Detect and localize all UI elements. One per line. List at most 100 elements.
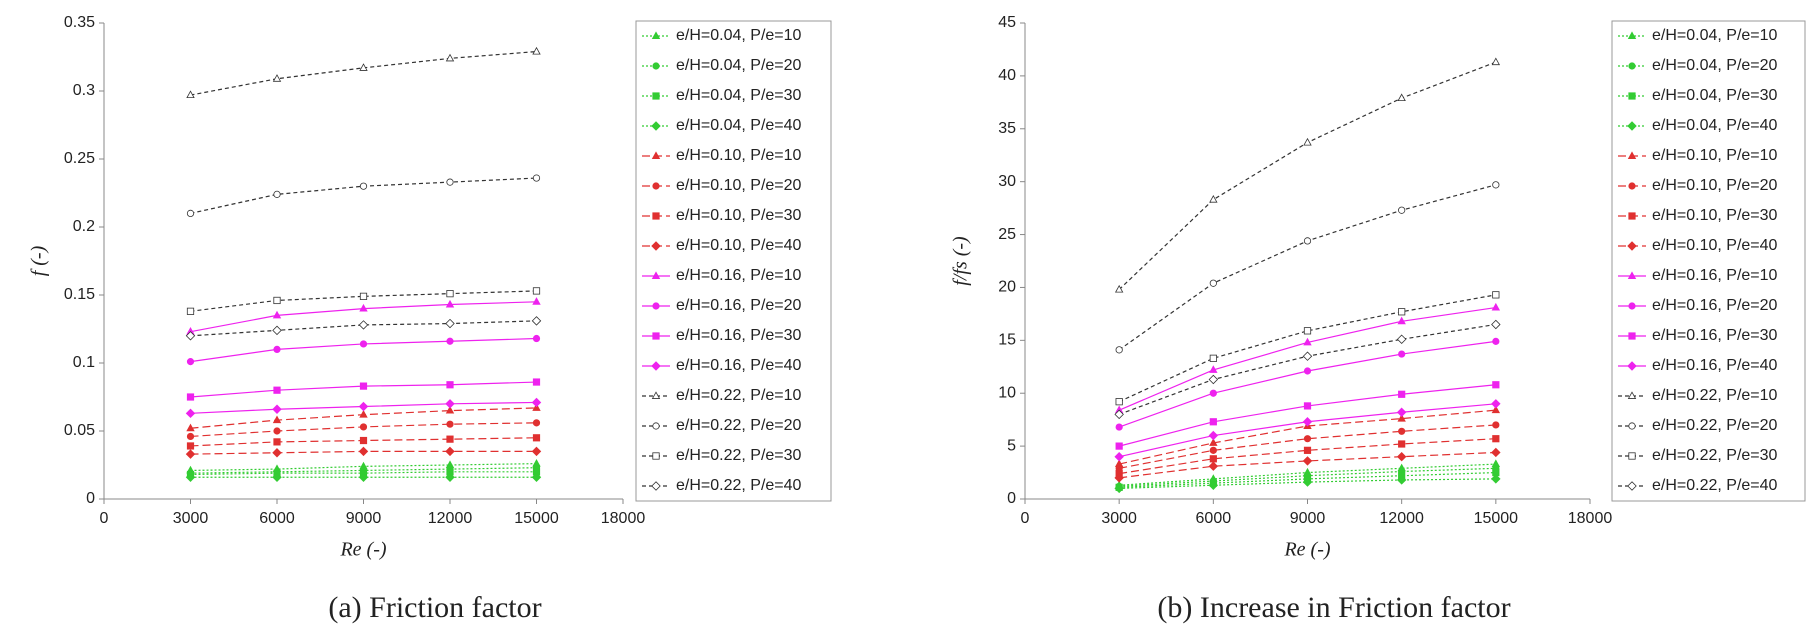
legend-marker	[1627, 391, 1637, 399]
series-line	[1118, 294, 1496, 403]
marker	[359, 436, 368, 445]
series-line	[1119, 451, 1496, 479]
marker	[272, 404, 282, 414]
marker	[359, 292, 368, 300]
legend-label: e/H=0.16, P/e=40	[676, 357, 802, 374]
legend-marker	[651, 361, 661, 371]
marker	[273, 190, 281, 198]
legend-marker	[652, 92, 660, 100]
marker	[358, 472, 369, 482]
marker	[185, 449, 196, 459]
legend-marker	[652, 452, 660, 460]
legend-marker	[651, 31, 661, 39]
marker	[532, 287, 541, 295]
y-axis-label: f (-)	[28, 245, 50, 276]
marker	[359, 382, 368, 390]
marker	[1491, 474, 1501, 484]
marker	[185, 408, 196, 419]
marker	[446, 290, 454, 298]
x-tick-label: 15000	[514, 510, 559, 527]
marker	[1396, 451, 1407, 462]
series-line	[190, 50, 537, 96]
marker	[1209, 418, 1217, 426]
series-line	[1119, 424, 1496, 469]
marker	[273, 345, 281, 353]
x-tick-label: 12000	[1379, 510, 1424, 527]
marker	[359, 63, 368, 71]
marker	[272, 325, 282, 336]
marker	[1398, 390, 1406, 398]
y-tick-label: 25	[998, 226, 1016, 243]
marker	[186, 90, 195, 99]
y-tick-label: 0.3	[73, 82, 95, 99]
y-tick-label: 35	[998, 120, 1016, 137]
legend-label: e/H=0.04, P/e=40	[1652, 117, 1778, 134]
marker	[1302, 351, 1313, 361]
marker	[272, 74, 282, 82]
legend-label: e/H=0.10, P/e=30	[676, 207, 802, 224]
marker	[186, 307, 195, 315]
x-tick-label: 6000	[1196, 510, 1232, 527]
x-axis-label: Re (-)	[1283, 539, 1330, 561]
marker	[186, 442, 195, 450]
legend-marker	[1627, 121, 1637, 131]
y-tick-label: 0.2	[73, 218, 95, 235]
marker	[532, 174, 541, 182]
y-tick-label: 0	[1007, 490, 1016, 507]
legend-label: e/H=0.10, P/e=40	[676, 237, 802, 254]
x-tick-label: 15000	[1474, 510, 1519, 527]
marker	[1115, 398, 1123, 406]
y-tick-label: 10	[998, 384, 1016, 401]
marker	[185, 331, 196, 341]
marker	[1491, 302, 1501, 311]
y-tick-label: 40	[998, 67, 1016, 84]
marker	[1208, 374, 1219, 385]
y-tick-label: 5	[1007, 437, 1016, 454]
marker	[1115, 423, 1123, 431]
legend-label: e/H=0.04, P/e=30	[1652, 87, 1778, 104]
marker	[1303, 327, 1312, 335]
legend-marker	[651, 271, 661, 279]
marker	[1491, 57, 1501, 66]
legend-label: e/H=0.16, P/e=10	[1652, 267, 1778, 284]
marker	[1209, 446, 1217, 454]
x-tick-label: 9000	[346, 510, 382, 527]
marker	[272, 310, 282, 319]
marker	[1396, 475, 1407, 485]
marker	[446, 435, 454, 443]
marker	[1492, 291, 1500, 299]
marker	[445, 318, 455, 329]
marker	[1303, 435, 1312, 443]
marker	[1208, 480, 1219, 490]
y-tick-label: 0.35	[64, 14, 95, 31]
legend-marker	[652, 212, 660, 220]
marker	[186, 209, 195, 217]
marker	[532, 419, 541, 427]
y-tick-label: 0	[86, 490, 95, 507]
marker	[358, 446, 369, 457]
marker	[1491, 319, 1501, 330]
marker	[359, 182, 368, 190]
marker	[1114, 284, 1124, 293]
series-line	[1119, 438, 1496, 475]
legend-marker	[652, 62, 660, 70]
legend-label: e/H=0.16, P/e=20	[676, 297, 802, 314]
marker	[1209, 194, 1218, 203]
legend-marker	[652, 302, 660, 310]
legend-label: e/H=0.16, P/e=30	[676, 327, 802, 344]
legend-label: e/H=0.22, P/e=10	[676, 387, 802, 404]
marker	[532, 434, 541, 442]
legend-marker	[1627, 241, 1637, 251]
y-tick-label: 20	[998, 279, 1016, 296]
marker	[1491, 405, 1501, 414]
y-tick-label: 0.05	[64, 422, 95, 439]
marker	[532, 297, 541, 305]
marker	[1397, 316, 1406, 325]
legend-label: e/H=0.10, P/e=10	[1652, 147, 1778, 164]
legend-label: e/H=0.10, P/e=30	[1652, 207, 1778, 224]
y-tick-label: 45	[998, 14, 1016, 31]
marker	[445, 299, 455, 308]
marker	[445, 405, 455, 414]
y-tick-label: 15	[998, 332, 1016, 349]
series-line	[190, 290, 537, 312]
